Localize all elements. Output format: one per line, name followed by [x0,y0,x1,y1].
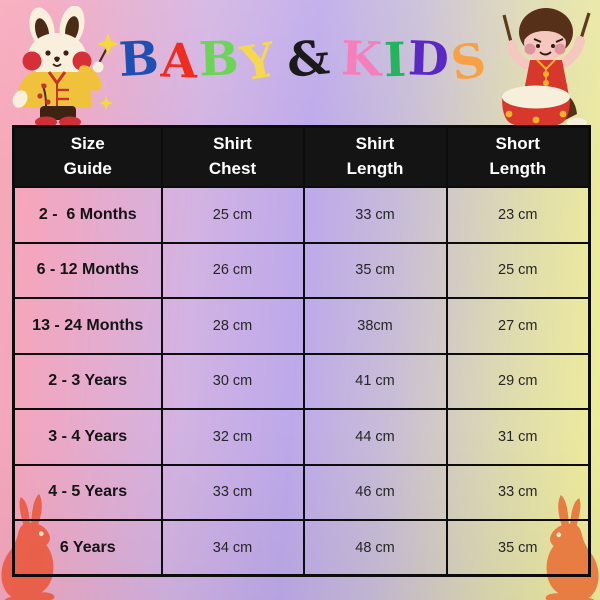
title-letter: Y [237,31,280,92]
header-shirt-chest: Shirt Chest [160,125,305,188]
drummer-child-icon [502,8,591,132]
size-cell: 6 Years [12,519,163,577]
header-short-length: Short Length [445,125,591,188]
title-letter: I [383,32,408,88]
title-letter: B [117,30,161,88]
title-letter: & [284,29,332,89]
table-row: 6 - 12 Months 26 cm 35 cm 25 cm [12,241,591,299]
chest-cell: 26 cm [160,241,305,299]
chest-cell: 33 cm [160,463,305,521]
title-letter: A [159,32,199,90]
length-cell: 46 cm [302,463,448,521]
title-letter: K [340,30,383,88]
short-cell: 31 cm [445,408,591,466]
chest-cell: 25 cm [160,186,305,244]
page-title: B A B Y & K I D S [118,26,489,92]
size-cell: 2 - 6 Months [12,186,163,244]
table-row: 3 - 4 Years 32 cm 44 cm 31 cm [12,408,591,466]
drum [502,85,570,132]
rabbit-mascot-icon [12,6,119,128]
header-shirt-length: Shirt Length [302,125,448,188]
size-cell: 13 - 24 Months [12,297,163,355]
length-cell: 35 cm [302,241,448,299]
short-cell: 35 cm [445,519,591,577]
rabbit-pants [40,106,76,120]
length-cell: 44 cm [302,408,448,466]
table-row: 13 - 24 Months 28 cm 38cm 27 cm [12,297,591,355]
rabbit-jacket [12,61,104,108]
chest-cell: 32 cm [160,408,305,466]
table-row: 4 - 5 Years 33 cm 46 cm 33 cm [12,463,591,521]
title-letter: B [198,30,241,88]
short-cell: 23 cm [445,186,591,244]
header-size-guide: Size Guide [12,125,163,188]
chest-cell: 30 cm [160,352,305,410]
length-cell: 38cm [302,297,448,355]
size-cell: 6 - 12 Months [12,241,163,299]
table-row: 6 Years 34 cm 48 cm 35 cm [12,519,591,577]
title-letter: S [447,32,490,92]
short-cell: 25 cm [445,241,591,299]
header-row: Size Guide Shirt Chest Shirt Length Shor… [12,125,591,188]
length-cell: 33 cm [302,186,448,244]
length-cell: 41 cm [302,352,448,410]
short-cell: 33 cm [445,463,591,521]
size-guide-table: Size Guide Shirt Chest Shirt Length Shor… [12,125,591,577]
table-row: 2 - 6 Months 25 cm 33 cm 23 cm [12,186,591,244]
chest-cell: 34 cm [160,519,305,577]
table-row: 2 - 3 Years 30 cm 41 cm 29 cm [12,352,591,410]
size-cell: 2 - 3 Years [12,352,163,410]
length-cell: 48 cm [302,519,448,577]
rabbit-head [28,33,86,79]
short-cell: 29 cm [445,352,591,410]
size-cell: 4 - 5 Years [12,463,163,521]
short-cell: 27 cm [445,297,591,355]
size-cell: 3 - 4 Years [12,408,163,466]
title-letter: D [407,30,450,88]
chest-cell: 28 cm [160,297,305,355]
